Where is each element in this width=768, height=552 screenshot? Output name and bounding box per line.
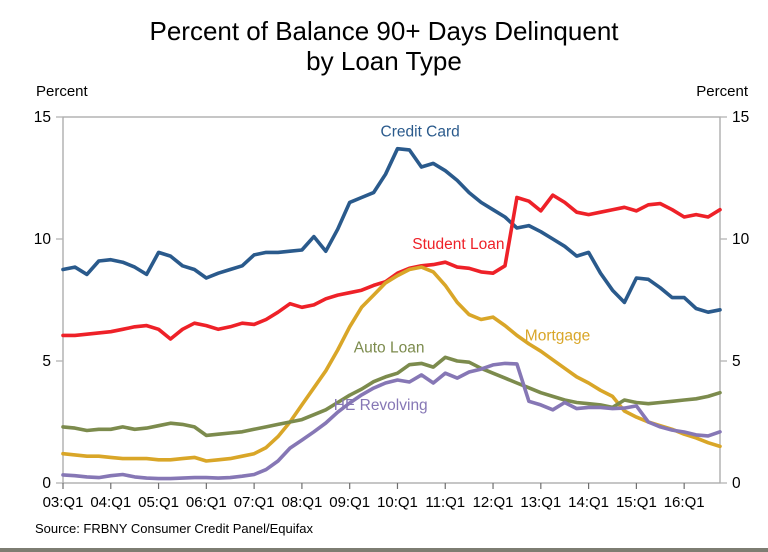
series-label-credit-card: Credit Card xyxy=(381,124,460,141)
x-tick-label: 03:Q1 xyxy=(43,494,84,511)
y-tick-label-right: 10 xyxy=(732,231,750,248)
x-tick-label: 10:Q1 xyxy=(377,494,418,511)
x-tick-label: 12:Q1 xyxy=(473,494,514,511)
x-tick-label: 04:Q1 xyxy=(90,494,131,511)
x-tick-label: 14:Q1 xyxy=(568,494,609,511)
x-tick-label: 11:Q1 xyxy=(425,494,465,511)
series-label-auto-loan: Auto Loan xyxy=(354,339,425,356)
y-tick-label-left: 15 xyxy=(34,109,51,126)
bottom-border-bar xyxy=(0,548,768,552)
y-tick-label-right: 5 xyxy=(732,353,741,370)
y-axis-unit-left: Percent xyxy=(36,83,88,100)
series-label-student-loan: Student Loan xyxy=(412,236,504,253)
y-tick-label-right: 0 xyxy=(732,475,741,492)
chart-title: Percent of Balance 90+ Days Delinquent b… xyxy=(0,16,768,76)
y-tick-label-left: 5 xyxy=(42,353,51,370)
plot-border xyxy=(62,116,721,484)
x-tick-label: 08:Q1 xyxy=(281,494,322,511)
x-tick-label: 07:Q1 xyxy=(234,494,275,511)
y-tick-label-left: 0 xyxy=(42,475,51,492)
x-tick-label: 16:Q1 xyxy=(664,494,705,511)
series-label-mortgage: Mortgage xyxy=(525,327,590,344)
y-tick-label-left: 10 xyxy=(34,231,52,248)
chart-title-line2: by Loan Type xyxy=(306,46,462,76)
y-axis-unit-right: Percent xyxy=(696,83,748,100)
source-note: Source: FRBNY Consumer Credit Panel/Equi… xyxy=(35,521,313,536)
series-line-mortgage xyxy=(61,265,722,463)
x-tick-label: 13:Q1 xyxy=(520,494,561,511)
y-tick-label-right: 15 xyxy=(732,109,749,126)
x-tick-label: 09:Q1 xyxy=(329,494,370,511)
chart-title-line1: Percent of Balance 90+ Days Delinquent xyxy=(149,16,619,46)
x-tick-label: 06:Q1 xyxy=(186,494,227,511)
x-tick-label: 05:Q1 xyxy=(138,494,179,511)
series-line-he-revolving xyxy=(61,361,722,481)
x-tick-label: 15:Q1 xyxy=(616,494,657,511)
series-label-he-revolving: HE Revolving xyxy=(334,397,428,414)
series-line-credit-card xyxy=(61,146,722,315)
series-line-student-loan xyxy=(61,193,722,341)
